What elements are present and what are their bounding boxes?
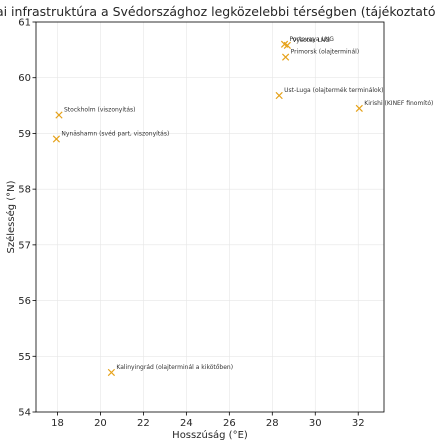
y-tick-label: 56 (18, 296, 31, 307)
x-tick-label: 28 (266, 418, 279, 429)
data-point: Primorsk (olajterminál) (281, 49, 360, 61)
y-tick-label: 54 (18, 408, 31, 419)
x-tick-label: 26 (223, 418, 236, 429)
point-label: Nynäshamn (svéd part, viszonyítás) (61, 131, 169, 138)
x-tick-label: 20 (94, 418, 107, 429)
x-tick-label: 24 (180, 418, 193, 429)
point-label: Kalinyingrád (olajterminál a kikötőben) (116, 364, 233, 371)
point-marker (55, 111, 63, 119)
plot-frame (35, 21, 385, 413)
x-tick-label: 32 (352, 418, 365, 429)
y-tick-label: 59 (18, 129, 31, 140)
y-tick-label: 60 (18, 73, 31, 84)
x-axis-label: Hosszúság (°E) (172, 429, 248, 441)
grid (36, 21, 384, 413)
data-point: Kirishi (KINEF finomító) (355, 100, 433, 112)
point-marker (107, 368, 116, 377)
data-point: Stockholm (viszonyítás) (55, 107, 136, 119)
y-tick-label: 61 (18, 18, 31, 29)
x-tick-label: 30 (309, 418, 322, 429)
y-axis-label: Szélesség (°N) (5, 180, 17, 253)
point-marker (275, 91, 283, 100)
point-marker (283, 41, 291, 50)
point-marker (280, 40, 289, 48)
y-tick-label: 55 (18, 352, 31, 363)
point-marker (52, 135, 61, 143)
axes-frame (35, 21, 385, 413)
y-tick-label: 58 (18, 185, 31, 196)
axis-ticks: 18 20 22 24 26 28 30 32 54 55 56 57 58 59 60 61 (18, 18, 364, 430)
data-point: Nynäshamn (svéd part, viszonyítás) (52, 131, 169, 143)
x-tick-label: 18 (51, 418, 64, 429)
point-label: Portovaya LNG (290, 36, 335, 43)
y-tick-label: 57 (18, 240, 31, 251)
x-tick-label: 22 (137, 418, 150, 429)
point-label: Kirishi (KINEF finomító) (364, 100, 433, 107)
data-point: Ust-Luga (olajtermék terminálok) (275, 87, 384, 100)
point-label: Primorsk (olajterminál) (291, 49, 360, 56)
data-point: Portovaya LNG (280, 36, 335, 48)
data-point: Kalinyingrád (olajterminál a kikötőben) (107, 364, 233, 377)
point-label: Stockholm (viszonyítás) (64, 107, 136, 114)
point-marker (281, 53, 290, 61)
chart-title: giai infrastruktúra a Svédországhoz legk… (0, 4, 435, 19)
point-label: Vysotsk LNG (292, 37, 330, 44)
point-label: Ust-Luga (olajtermék terminálok) (284, 87, 383, 94)
point-marker (355, 104, 363, 112)
